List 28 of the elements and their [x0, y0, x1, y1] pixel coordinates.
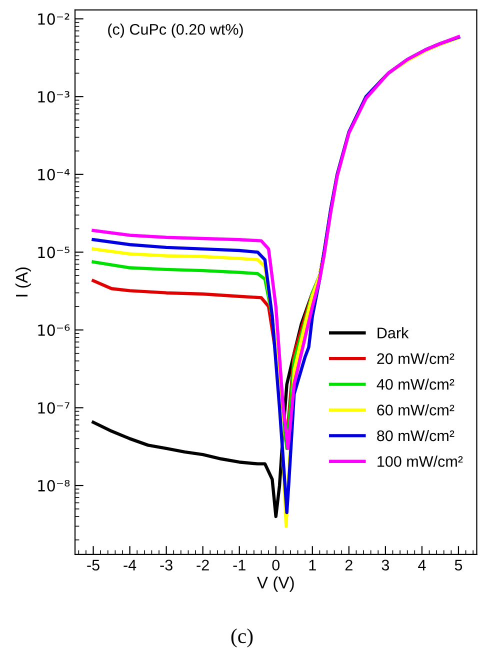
x-tick-label: -1: [233, 560, 246, 570]
legend-label: 20 mW/cm²: [377, 352, 454, 364]
x-tick-label: 2: [345, 560, 352, 570]
x-tick-label: -4: [124, 560, 136, 570]
legend-label: Dark: [378, 327, 409, 338]
annotation: (c) CuPc (0.20 wt%): [108, 24, 243, 38]
legend-label: 80 mW/cm²: [377, 430, 454, 442]
legend-label: 100 mW/cm²: [378, 456, 463, 467]
x-tick-label: -2: [196, 560, 209, 570]
x-tick-label: 3: [382, 560, 390, 571]
y-tick-label: 10⁻²: [38, 13, 70, 25]
y-tick-label: 10⁻⁷: [38, 402, 70, 414]
y-tick-label: 10⁻⁶: [38, 324, 70, 336]
x-tick-label: -5: [87, 560, 100, 571]
y-tick-label: 10⁻⁵: [38, 246, 70, 258]
y-tick-label: 10⁻³: [38, 91, 70, 103]
x-tick-label: 4: [418, 560, 426, 570]
y-tick-label: 10⁻⁴: [38, 168, 70, 180]
legend-label: 60 mW/cm²: [377, 404, 454, 416]
y-axis-title: I (A): [15, 267, 31, 296]
legend-label: 40 mW/cm²: [376, 378, 454, 390]
x-tick-label: 0: [272, 560, 280, 571]
x-axis-title: V (V): [256, 576, 294, 592]
x-tick-label: 5: [454, 560, 462, 571]
x-tick-label: -3: [160, 560, 172, 571]
text: (c): [231, 628, 253, 648]
y-tick-label: 10⁻⁸: [38, 480, 70, 492]
x-tick-label: 1: [309, 560, 316, 570]
